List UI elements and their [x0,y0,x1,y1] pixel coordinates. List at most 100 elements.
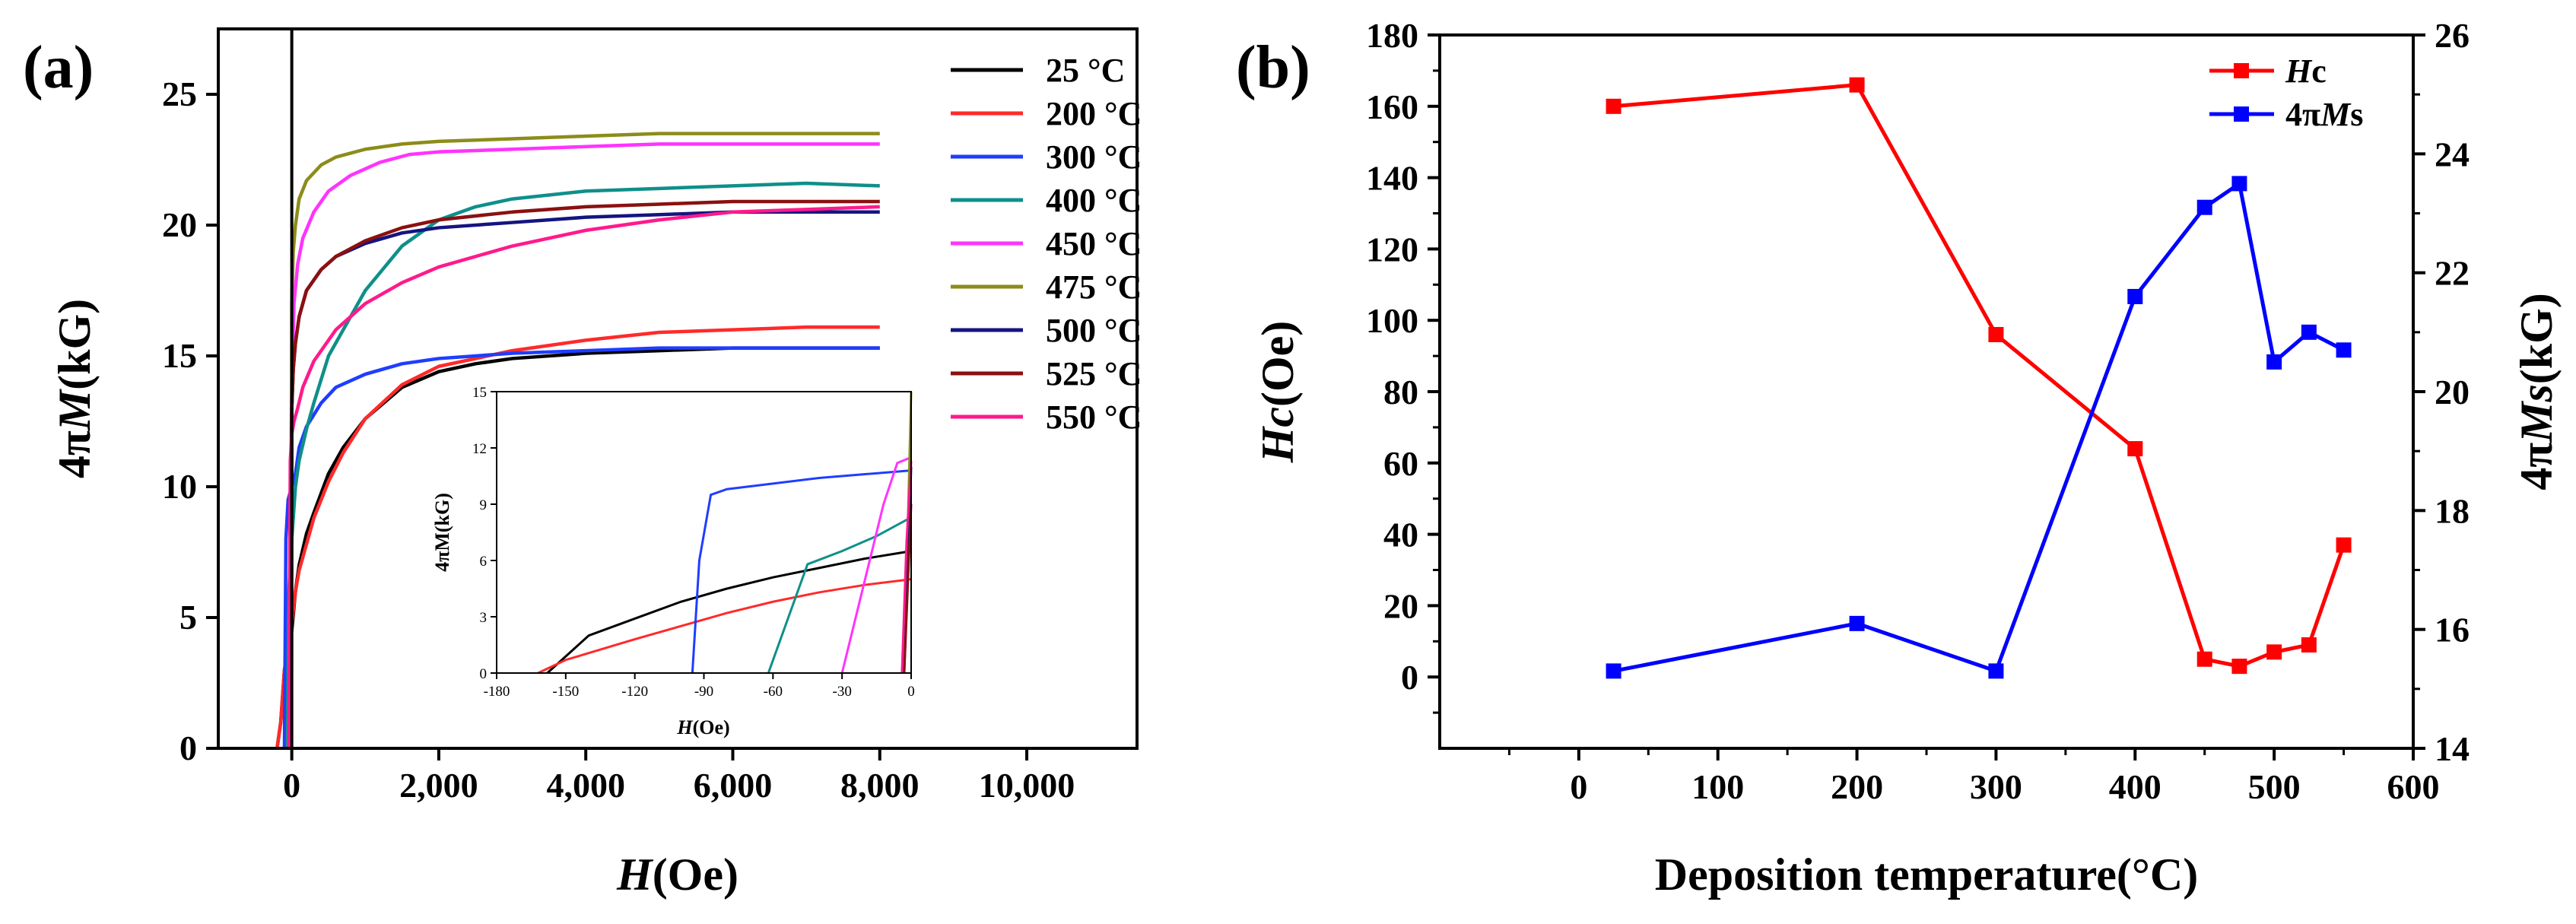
inset-x-tick-label: -120 [621,684,648,700]
b-point-hc [2196,651,2212,667]
b-y-tick-label: 40 [1383,516,1418,554]
b-point-hc [1606,98,1622,114]
a-legend-bg [939,47,1129,87]
a-legend-label-200: 200 °C [1046,95,1142,132]
inset-series-line-400 [767,516,912,674]
b-point-ms [2196,199,2212,215]
b-point-hc [2231,659,2247,675]
b-x-tick-label: 600 [2387,767,2440,806]
b-point-hc [1988,326,2004,342]
b-point-ms [2301,324,2317,340]
panel-a-frame [217,27,1139,750]
inset-series-line-300 [691,469,912,674]
panel-b-y-axis-title: Hc(Oe) [1253,321,1303,464]
panel-b-series [1606,77,2352,679]
panel-a-legend: 25 °C 200 °C 300 °C 400 °C 450 °C 475 °C 500 °… [939,47,1142,436]
inset-y-tick-label: 3 [480,610,488,626]
b-x-tick-label: 500 [2248,767,2301,806]
b-y-tick-label: 160 [1366,87,1418,126]
a-y-tick-label: 15 [162,336,197,375]
b-y-tick-label: 60 [1383,444,1418,483]
b-y-tick-label: 180 [1366,16,1418,55]
a-legend-bg [939,264,1129,303]
a-legend-bg [939,90,1129,130]
inset-series-line-25 [546,550,912,675]
b-y-tick-label: 20 [1383,586,1418,625]
b-y2-tick-label: 24 [2435,135,2470,173]
b-x-tick-label: 200 [1831,767,1883,806]
inset-series-line-450 [840,456,912,674]
a-legend-label-25: 25 °C [1046,52,1125,89]
panel-a-ticks: 0 2,000 4,000 6,000 8,000 10,000 0 5 10 15 20 25 [162,75,1075,805]
b-y-tick-label: 140 [1366,159,1418,198]
a-y-tick-label: 5 [179,598,197,637]
a-legend-bg [939,307,1129,347]
a-y-tick-label: 20 [162,205,197,244]
b-point-ms [2336,342,2352,358]
panel-a-y-axis-title: 4πM(kG) [49,299,100,478]
a-legend-label-300: 300 °C [1046,138,1142,176]
a-legend-label-400: 400 °C [1046,182,1142,219]
panel-b-label: (b) [1236,34,1310,101]
b-y2-tick-label: 26 [2435,16,2470,55]
inset-y-tick-label: 6 [480,554,488,570]
legend-italic: H [2285,52,2313,90]
a-legend-bg [939,177,1129,217]
a-legend-bg [939,394,1129,433]
inset-x-tick-label: 0 [907,684,915,700]
a-x-tick-label: 8,000 [840,766,920,805]
a-legend-bg [939,134,1129,173]
panel-b-legend: Hc 4πMs [2209,52,2363,133]
panel-b-x-axis-title: Deposition temperature(°C) [1655,849,2198,900]
inset-x-axis-title: H(Oe) [676,716,729,738]
b-point-ms [1849,615,1865,631]
inset-series-line-550 [900,461,913,674]
b-point-ms [1606,663,1622,679]
inset-x-tick-label: -180 [484,684,510,700]
a-legend-label-450: 450 °C [1046,225,1142,262]
legend-rest: s [2350,96,2363,133]
legend-italic: M [2320,96,2352,133]
b-point-ms [2266,354,2282,370]
panel-a-x-axis-title: H(Oe) [616,849,738,900]
a-legend-label-500: 500 °C [1046,312,1142,349]
b-y-tick-label: 80 [1383,373,1418,411]
b-point-hc [2266,644,2282,660]
a-legend-label-475: 475 °C [1046,268,1142,306]
a-x-tick-label: 2,000 [399,766,478,805]
inset-x-tick-label: -60 [764,684,783,700]
a-series-line-450 [287,142,880,749]
panel-b: (b) 0 100 200 300 400 500 600 0 20 40 60 80 100 120 14… [1236,16,2562,900]
a-legend-bg [939,351,1129,390]
b-legend-label-ms: 4πMs [2285,96,2363,133]
b-point-ms [2231,176,2247,192]
b-point-ms [2127,288,2143,304]
inset-y-tick-label: 15 [472,385,487,401]
b-y2-tick-label: 18 [2435,491,2470,530]
b-x-tick-label: 0 [1570,767,1587,806]
a-legend-label-550: 550 °C [1046,398,1142,436]
inset-x-tick-label: -30 [833,684,852,700]
legend-rest: c [2311,52,2327,90]
a-x-tick-label: 6,000 [694,766,773,805]
inset-series-line-200 [537,578,912,675]
a-y-tick-label: 25 [162,75,197,113]
b-point-hc [1849,77,1865,93]
a-x-tick-label: 10,000 [979,766,1075,805]
panel-a: (a) 0 2,000 4,000 6,000 8,000 10,000 0 5 10 15 20 2… [23,27,1142,900]
b-y2-tick-label: 22 [2435,254,2470,293]
b-y2-tick-label: 20 [2435,373,2470,411]
b-point-hc [2301,637,2317,653]
a-legend-label-525: 525 °C [1046,355,1142,392]
inset-x-tick-label: -90 [694,684,713,700]
a-legend-bg [939,221,1129,260]
b-x-tick-label: 400 [2109,767,2161,806]
a-x-tick-label: 4,000 [546,766,625,805]
b-legend-marker-ms [2234,106,2249,122]
a-y-tick-label: 10 [162,467,197,506]
b-series-line-hc [1613,83,2346,668]
b-y-tick-label: 100 [1366,301,1418,340]
inset-y-axis-title: 4πM(kG) [431,493,453,572]
b-x-tick-label: 300 [1970,767,2022,806]
b-point-hc [2336,537,2352,553]
